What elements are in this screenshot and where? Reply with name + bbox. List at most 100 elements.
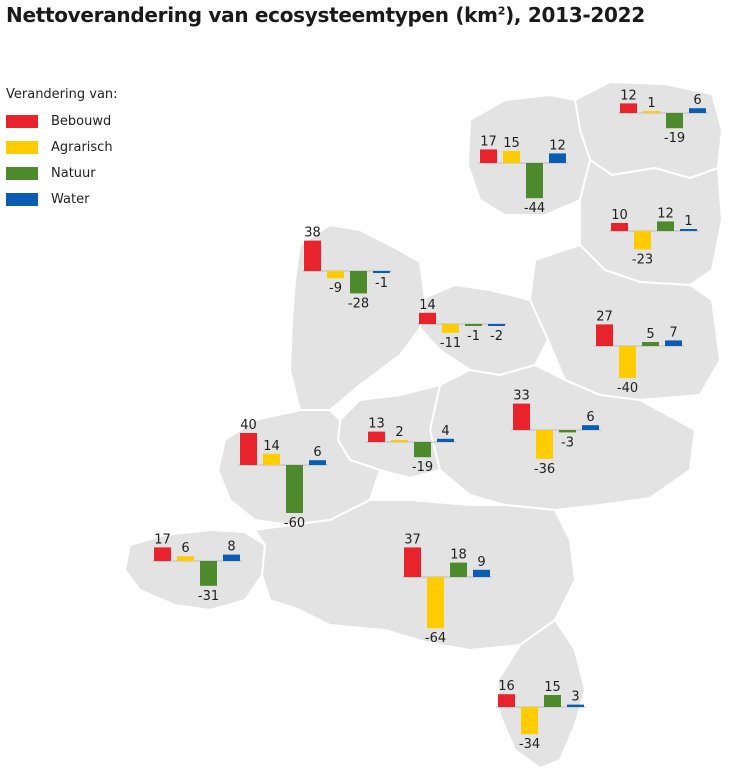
- bar-agrarisch: [177, 556, 194, 561]
- bar-water: [223, 554, 240, 561]
- bar-natuur: [200, 561, 217, 586]
- bar-agrarisch: [643, 111, 660, 113]
- data-label: -19: [412, 460, 433, 475]
- bar-bebouwd: [404, 547, 421, 577]
- data-label: 6: [693, 93, 701, 108]
- bar-agrarisch: [391, 440, 408, 442]
- data-label: 6: [586, 410, 594, 425]
- bar-bebouwd: [513, 403, 530, 430]
- legend-label-agrarisch: Agrarisch: [51, 139, 113, 155]
- bar-water: [680, 229, 697, 231]
- data-label: 17: [154, 532, 171, 547]
- bar-bebouwd: [304, 240, 321, 271]
- legend-swatch-bebouwd: [6, 114, 38, 128]
- legend-item-agrarisch: Agrarisch: [6, 134, 118, 160]
- data-label: 5: [646, 327, 654, 342]
- bar-agrarisch: [327, 271, 344, 279]
- bar-water: [373, 271, 390, 273]
- title-tail: ), 2013-2022: [505, 3, 645, 27]
- data-label: 15: [544, 680, 561, 695]
- legend-swatch-agrarisch: [6, 140, 38, 154]
- data-label: 1: [684, 214, 692, 229]
- bar-agrarisch: [503, 151, 520, 163]
- data-label: 3: [571, 690, 579, 705]
- data-label: 40: [240, 418, 257, 433]
- data-label: 2: [395, 425, 403, 440]
- bar-water: [582, 425, 599, 430]
- bar-water: [549, 153, 566, 163]
- data-label: 16: [498, 679, 515, 694]
- data-label: 8: [227, 540, 235, 555]
- data-label: -31: [198, 589, 219, 604]
- bar-water: [437, 438, 454, 442]
- bar-natuur: [657, 221, 674, 231]
- data-label: -1: [375, 276, 388, 291]
- data-label: 15: [503, 136, 520, 151]
- legend-label-natuur: Natuur: [51, 165, 96, 181]
- data-label: -23: [632, 252, 653, 267]
- data-label: 14: [263, 439, 280, 454]
- bar-bebouwd: [596, 324, 613, 346]
- bar-agrarisch: [521, 707, 538, 735]
- province-zeeland: [124, 529, 266, 611]
- data-label: 13: [368, 417, 385, 432]
- data-label: 7: [669, 325, 677, 340]
- province-overijssel: [529, 244, 721, 401]
- data-label: 10: [611, 208, 628, 223]
- bar-agrarisch: [442, 324, 459, 333]
- bar-agrarisch: [427, 577, 444, 629]
- bar-natuur: [450, 562, 467, 577]
- bar-bebouwd: [154, 547, 171, 561]
- data-label: 27: [596, 309, 613, 324]
- data-label: 9: [477, 555, 485, 570]
- legend-item-bebouwd: Bebouwd: [6, 108, 118, 134]
- data-label: 1: [647, 96, 655, 111]
- data-label: -28: [348, 296, 369, 311]
- chart-title: Nettoverandering van ecosysteemtypen (km…: [6, 3, 645, 27]
- legend-label-water: Water: [51, 191, 90, 207]
- bar-natuur: [642, 342, 659, 346]
- data-label: 37: [404, 532, 421, 547]
- legend-title: Verandering van:: [6, 87, 118, 102]
- bar-natuur: [414, 442, 431, 458]
- data-label: -34: [519, 737, 540, 752]
- bar-natuur: [666, 113, 683, 129]
- title-superscript: 2: [497, 4, 506, 18]
- bar-water: [488, 324, 505, 326]
- bar-agrarisch: [263, 453, 280, 465]
- bar-bebouwd: [611, 223, 628, 231]
- data-label: 6: [181, 541, 189, 556]
- data-label: -1: [467, 329, 480, 344]
- data-label: 12: [657, 206, 674, 221]
- legend-swatch-natuur: [6, 166, 38, 180]
- bar-natuur: [286, 465, 303, 513]
- data-label: -9: [329, 281, 342, 296]
- bar-bebouwd: [240, 433, 257, 465]
- data-label: -36: [534, 462, 555, 477]
- title-main: Nettoverandering van ecosysteemtypen (km: [6, 3, 498, 27]
- data-label: 33: [513, 389, 530, 404]
- bar-natuur: [544, 695, 561, 707]
- data-label: 17: [480, 134, 497, 149]
- data-label: -40: [617, 381, 638, 396]
- bar-agrarisch: [536, 430, 553, 459]
- data-label: 6: [313, 445, 321, 460]
- province-flevoland: [419, 284, 549, 376]
- bar-water: [309, 460, 326, 465]
- bar-agrarisch: [634, 231, 651, 250]
- bar-bebouwd: [620, 103, 637, 113]
- bar-bebouwd: [480, 149, 497, 163]
- data-label: -64: [425, 631, 446, 646]
- data-label: 12: [549, 138, 566, 153]
- bar-water: [689, 108, 706, 113]
- bar-natuur: [350, 271, 367, 294]
- data-label: 14: [419, 298, 436, 313]
- bar-water: [567, 704, 584, 707]
- bar-agrarisch: [619, 346, 636, 378]
- data-label: -60: [284, 516, 305, 531]
- data-label: -19: [664, 131, 685, 146]
- legend-swatch-water: [6, 192, 38, 206]
- data-label: -3: [561, 435, 574, 450]
- bar-water: [473, 569, 490, 577]
